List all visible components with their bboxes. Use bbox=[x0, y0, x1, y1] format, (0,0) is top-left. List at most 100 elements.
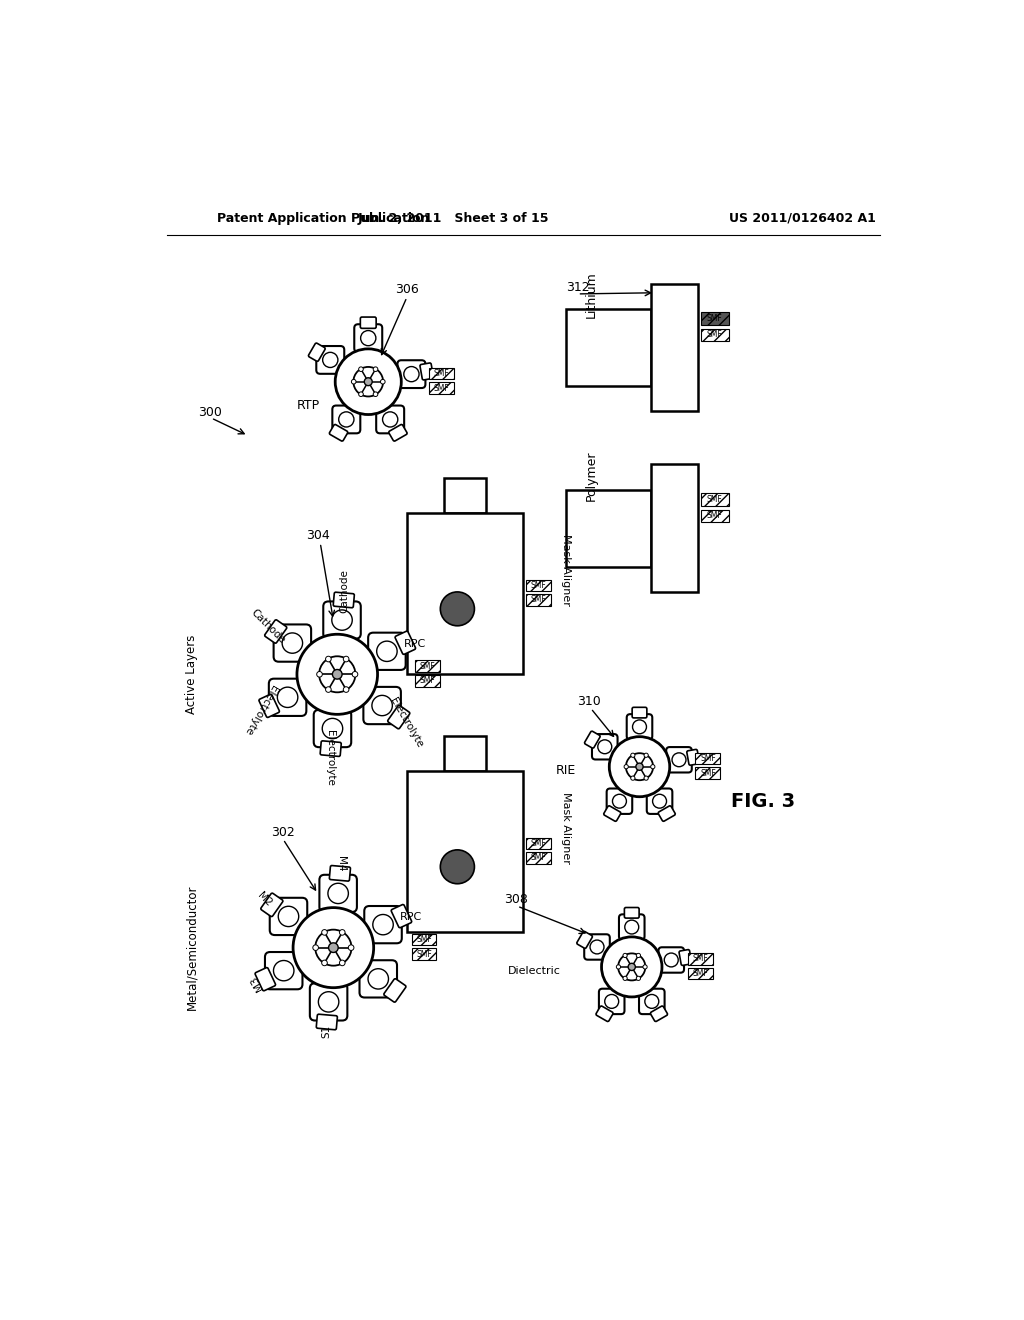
Circle shape bbox=[316, 672, 323, 677]
Circle shape bbox=[625, 920, 639, 935]
Bar bbox=[688, 968, 713, 979]
Circle shape bbox=[315, 929, 351, 966]
FancyBboxPatch shape bbox=[599, 989, 625, 1014]
Circle shape bbox=[598, 739, 611, 754]
Circle shape bbox=[273, 961, 294, 981]
Text: SMF: SMF bbox=[707, 511, 723, 520]
FancyBboxPatch shape bbox=[360, 317, 376, 329]
Text: SMF: SMF bbox=[530, 581, 547, 590]
Text: Electrolyte: Electrolyte bbox=[325, 730, 335, 785]
FancyBboxPatch shape bbox=[667, 747, 692, 772]
Text: Electrolyte: Electrolyte bbox=[243, 682, 280, 737]
FancyBboxPatch shape bbox=[269, 898, 307, 935]
Text: S1: S1 bbox=[321, 1024, 331, 1038]
FancyBboxPatch shape bbox=[264, 620, 287, 643]
Text: SMF: SMF bbox=[434, 370, 450, 378]
Circle shape bbox=[358, 392, 364, 396]
FancyBboxPatch shape bbox=[658, 948, 684, 973]
FancyBboxPatch shape bbox=[316, 346, 344, 374]
Text: 310: 310 bbox=[578, 694, 601, 708]
Circle shape bbox=[358, 367, 364, 371]
Bar bbox=[443, 478, 486, 512]
Bar bbox=[526, 579, 551, 591]
Bar bbox=[412, 948, 436, 960]
Bar bbox=[526, 837, 551, 849]
FancyBboxPatch shape bbox=[354, 325, 382, 352]
FancyBboxPatch shape bbox=[316, 1014, 337, 1030]
Circle shape bbox=[333, 669, 342, 678]
Bar bbox=[526, 594, 551, 606]
Circle shape bbox=[368, 969, 388, 989]
Circle shape bbox=[335, 348, 401, 414]
Circle shape bbox=[293, 908, 374, 987]
Circle shape bbox=[373, 392, 378, 396]
FancyBboxPatch shape bbox=[391, 904, 412, 928]
FancyBboxPatch shape bbox=[687, 750, 699, 766]
FancyBboxPatch shape bbox=[261, 894, 283, 916]
Text: SMF: SMF bbox=[420, 676, 436, 685]
FancyBboxPatch shape bbox=[376, 405, 404, 433]
Circle shape bbox=[618, 953, 645, 981]
Circle shape bbox=[343, 686, 349, 693]
FancyBboxPatch shape bbox=[596, 1006, 613, 1022]
Text: Mask Aligner: Mask Aligner bbox=[561, 792, 570, 865]
Circle shape bbox=[626, 754, 653, 780]
Circle shape bbox=[339, 960, 345, 966]
FancyBboxPatch shape bbox=[255, 968, 275, 991]
Circle shape bbox=[633, 719, 646, 734]
Circle shape bbox=[636, 977, 641, 981]
Text: Active Layers: Active Layers bbox=[185, 635, 198, 714]
Text: Lithium: Lithium bbox=[585, 272, 598, 318]
Circle shape bbox=[365, 378, 372, 385]
FancyBboxPatch shape bbox=[592, 734, 617, 759]
FancyBboxPatch shape bbox=[577, 932, 593, 948]
Circle shape bbox=[343, 656, 349, 661]
Text: SMF: SMF bbox=[416, 935, 432, 944]
Circle shape bbox=[351, 379, 356, 384]
Circle shape bbox=[318, 991, 339, 1012]
Circle shape bbox=[339, 929, 345, 935]
FancyBboxPatch shape bbox=[324, 602, 360, 639]
FancyBboxPatch shape bbox=[585, 731, 600, 748]
FancyBboxPatch shape bbox=[364, 686, 400, 725]
Text: Dielectric: Dielectric bbox=[508, 966, 560, 975]
Circle shape bbox=[440, 850, 474, 884]
Bar bbox=[407, 771, 523, 932]
Circle shape bbox=[348, 945, 354, 950]
Circle shape bbox=[631, 754, 635, 758]
Circle shape bbox=[279, 907, 299, 927]
Bar bbox=[700, 313, 729, 325]
FancyBboxPatch shape bbox=[319, 875, 357, 912]
Text: US 2011/0126402 A1: US 2011/0126402 A1 bbox=[729, 213, 876, 224]
Text: Polymer: Polymer bbox=[585, 450, 598, 500]
FancyBboxPatch shape bbox=[313, 710, 351, 747]
Text: 312: 312 bbox=[566, 281, 590, 294]
Text: SMF: SMF bbox=[530, 854, 547, 862]
Circle shape bbox=[590, 940, 604, 954]
FancyBboxPatch shape bbox=[310, 983, 347, 1020]
FancyBboxPatch shape bbox=[604, 805, 621, 821]
Bar bbox=[651, 465, 697, 591]
Text: 304: 304 bbox=[306, 529, 330, 543]
Text: M2: M2 bbox=[255, 891, 273, 908]
Circle shape bbox=[352, 672, 357, 677]
FancyBboxPatch shape bbox=[647, 788, 673, 814]
Circle shape bbox=[665, 953, 678, 968]
FancyBboxPatch shape bbox=[369, 632, 406, 671]
Circle shape bbox=[373, 915, 393, 935]
Text: RIE: RIE bbox=[556, 764, 575, 777]
Circle shape bbox=[326, 656, 331, 661]
FancyBboxPatch shape bbox=[625, 908, 639, 919]
Circle shape bbox=[329, 942, 338, 953]
Circle shape bbox=[322, 960, 328, 966]
Circle shape bbox=[322, 929, 328, 935]
Text: Cathode: Cathode bbox=[249, 607, 287, 645]
FancyBboxPatch shape bbox=[397, 360, 425, 388]
Circle shape bbox=[440, 591, 474, 626]
Circle shape bbox=[643, 965, 647, 969]
Text: M4: M4 bbox=[336, 857, 346, 873]
FancyBboxPatch shape bbox=[606, 788, 632, 814]
FancyBboxPatch shape bbox=[359, 960, 397, 998]
Bar bbox=[429, 383, 454, 393]
Bar bbox=[412, 933, 436, 945]
